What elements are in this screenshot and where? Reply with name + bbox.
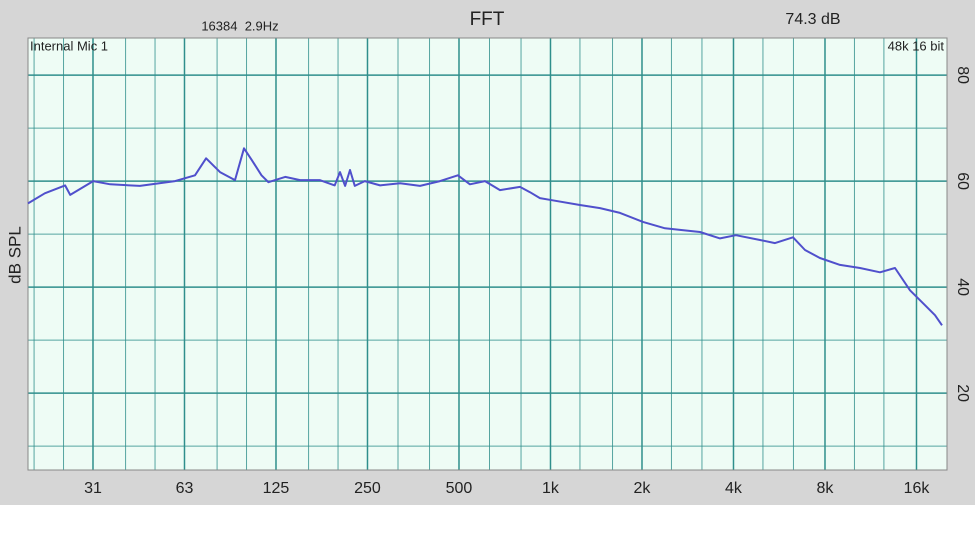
format-label: 48k 16 bit bbox=[888, 38, 945, 53]
x-tick-label: 16k bbox=[904, 480, 931, 497]
x-tick-label: 63 bbox=[176, 480, 194, 497]
input-label: Internal Mic 1 bbox=[30, 38, 108, 53]
plot-border bbox=[27, 37, 948, 471]
x-tick-label: 2k bbox=[634, 480, 652, 497]
x-tick-label: 125 bbox=[263, 480, 290, 497]
x-tick-label: 500 bbox=[446, 480, 473, 497]
spectrum-line bbox=[27, 147, 943, 326]
y-tick-label: 80 bbox=[954, 66, 971, 84]
y-tick-label: 60 bbox=[954, 172, 971, 190]
y-tick-label: 20 bbox=[954, 384, 971, 402]
x-tick-label: 31 bbox=[84, 480, 102, 497]
chart-title: FFT bbox=[470, 9, 505, 30]
plot-area bbox=[28, 38, 947, 470]
fft-info: 16384 2.9Hz bbox=[201, 18, 278, 33]
level-readout: 74.3 dB bbox=[785, 11, 840, 28]
x-tick-label: 8k bbox=[817, 480, 835, 497]
plot: 31 63 125 250 500 1k 2k 4k 8k 16k 20 40 60 80 Internal… bbox=[27, 37, 971, 497]
x-tick-label: 250 bbox=[354, 480, 381, 497]
y-tick-label: 40 bbox=[954, 278, 971, 296]
y-axis-label: dB SPL bbox=[5, 226, 24, 284]
x-tick-label: 1k bbox=[542, 480, 560, 497]
x-tick-label: 4k bbox=[725, 480, 743, 497]
